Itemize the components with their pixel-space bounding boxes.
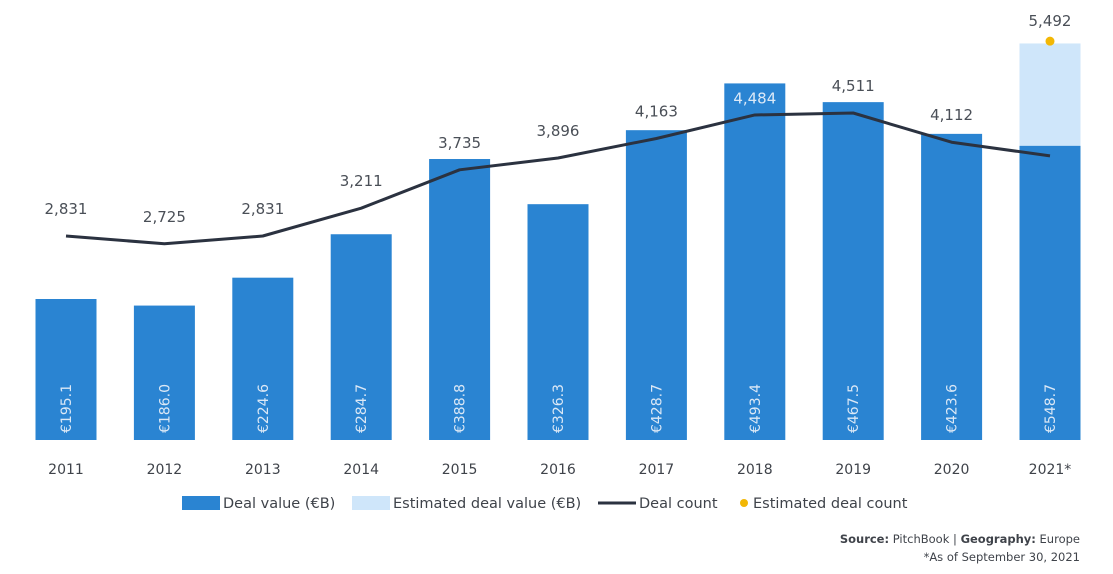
bars-layer [35,43,1081,441]
deal-value-bar [921,133,983,440]
source-note: Source: PitchBook | Geography: Europe [840,532,1080,546]
legend-label: Estimated deal value (€B) [393,496,581,512]
deal-value-bar [625,130,687,440]
x-tick-label: 2016 [540,462,576,478]
x-tick-label: 2018 [737,462,773,478]
deal-count-label: 3,896 [537,122,580,140]
source-value: PitchBook | [889,532,961,546]
geography-value: Europe [1035,532,1080,546]
deal-value-label: €467.5 [846,384,862,433]
source-label: Source: [839,532,890,546]
legend-label: Deal value (€B) [223,496,335,512]
geography-label: Geography: [960,532,1036,546]
deal-count-label: 2,831 [241,200,284,218]
deal-value-bar [822,102,884,441]
x-tick-label: 2020 [934,462,970,478]
deal-value-bar [133,305,195,440]
estimated-deal-count-label: 5,492 [1029,12,1072,30]
deal-count-label: 3,735 [438,134,481,152]
x-tick-label: 2019 [835,462,871,478]
deal-value-label: €428.7 [649,384,665,433]
deal-value-bar [330,234,392,440]
deal-value-bar [527,204,589,440]
deal-count-label: 4,511 [832,77,875,95]
deal-value-label: €326.3 [551,384,567,433]
x-tick-label: 2011 [48,462,84,478]
legend-swatch-dot [740,499,748,507]
deal-value-label: €423.6 [945,384,961,433]
deal-value-label: €195.1 [59,384,75,433]
deal-value-label: €224.6 [256,384,272,433]
deal-count-label: 4,163 [635,102,678,120]
deal-count-label: 2,725 [143,208,186,226]
x-tick-label: 2014 [343,462,379,478]
date-note: *As of September 30, 2021 [923,550,1080,564]
legend-label: Estimated deal count [753,496,908,512]
deal-count-line [65,111,1051,246]
x-axis-ticks: 2011 2012 2013 2014 2015 2016 2017 2018 2019 2020… [48,462,1071,478]
deal-count-label: 4,484 [733,89,776,107]
deal-count-label: 3,211 [340,172,383,190]
deal-value-bar [429,159,491,441]
deal-value-label: €548.7 [1043,384,1059,433]
legend: Deal value (€B) Estimated deal value (€B)… [182,496,908,512]
x-tick-label: 2015 [442,462,478,478]
deal-value-label: €493.4 [748,384,764,433]
deal-value-bar [724,83,786,440]
x-tick-label: 2012 [147,462,183,478]
labels-layer: €195.1 €186.0 €224.6 €284.7 €388.8 €326.3 €428… [45,12,1072,433]
deal-value-label: €186.0 [157,384,173,433]
deal-count-label: 4,112 [930,106,973,124]
deal-value-bar [232,277,294,440]
x-tick-label: 2021* [1029,462,1072,478]
x-tick-label: 2017 [639,462,675,478]
legend-swatch-bar [352,496,390,510]
deal-count-label: 2,831 [45,200,88,218]
x-tick-label: 2013 [245,462,281,478]
deal-value-bar [1019,145,1081,441]
deal-value-bar [35,299,97,440]
estimated-deal-count-dot [1045,36,1055,46]
deal-value-label: €388.8 [453,384,469,433]
line-layer [65,36,1055,246]
legend-swatch-bar [182,496,220,510]
deal-value-label: €284.7 [354,384,370,433]
legend-label: Deal count [639,496,718,512]
